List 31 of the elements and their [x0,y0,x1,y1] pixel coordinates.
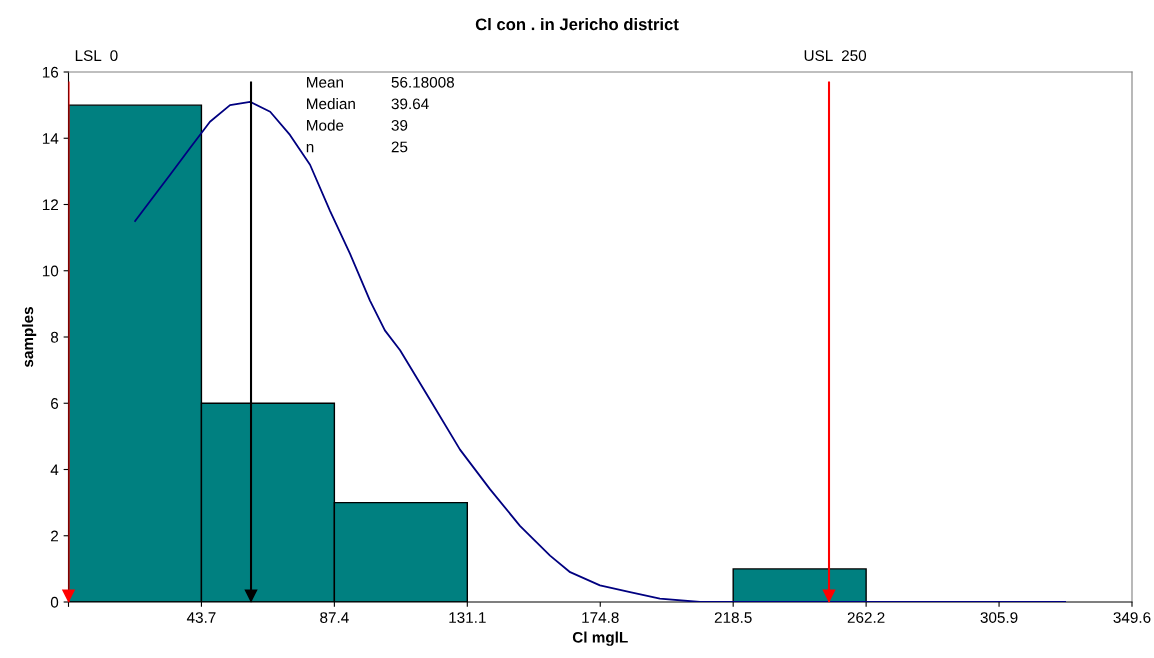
y-tick-label: 8 [50,331,59,343]
y-tick-label: 6 [51,398,59,409]
annotation: n [306,143,314,153]
annotation: 39 [391,119,408,131]
y-tick-label: 2 [51,530,59,542]
annotation: 25 [391,141,408,153]
annotation: 56.18008 [391,76,455,88]
ref-line-label: LSL 0 [75,50,118,62]
y-tick-label: 10 [42,265,59,277]
ref-line-label: USL 250 [804,50,867,62]
y-tick-label: 4 [50,464,59,476]
annotation: 39.64 [391,98,429,110]
line-series [134,100,1066,602]
chart-title: Cl con . in Jericho district [475,18,679,31]
x-tick-label: 349.6 [1113,612,1151,623]
x-tick-label: 174.8 [582,612,619,623]
annotation: Mean [307,77,344,88]
x-tick-label: 262.2 [847,612,885,623]
x-tick-label: 131.1 [449,612,486,623]
annotation: Median [307,98,355,110]
x-tick-label: 43.7 [186,612,216,623]
y-tick-label: 0 [50,596,59,608]
x-tick-label: 87.4 [320,612,349,623]
annotation: Mode [307,119,344,131]
x-tick-label: 305.9 [980,612,1018,623]
x-tick-label: 218.5 [714,612,752,623]
y-axis-title: samples [21,307,37,368]
x-axis-title: Cl mglL [572,631,628,646]
y-tick-label: 12 [42,199,59,211]
y-tick-label: 16 [42,66,59,78]
y-tick-label: 14 [42,133,59,144]
